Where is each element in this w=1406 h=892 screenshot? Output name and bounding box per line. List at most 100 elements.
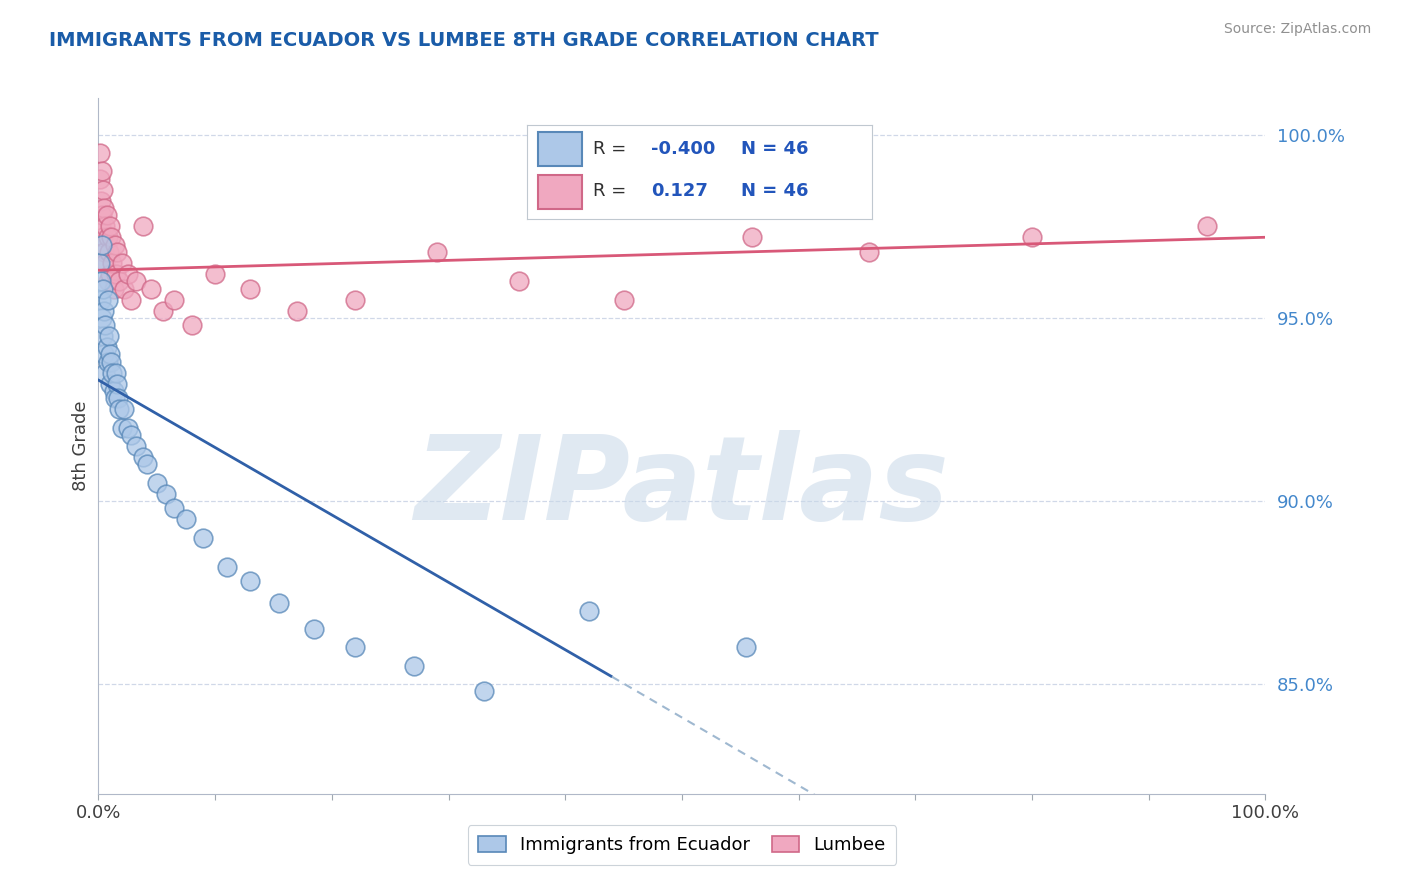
- Point: [136, 458, 159, 472]
- Point: [103, 384, 125, 398]
- Y-axis label: 8th Grade: 8th Grade: [72, 401, 90, 491]
- Text: IMMIGRANTS FROM ECUADOR VS LUMBEE 8TH GRADE CORRELATION CHART: IMMIGRANTS FROM ECUADOR VS LUMBEE 8TH GR…: [49, 31, 879, 50]
- Text: ZIPatlas: ZIPatlas: [415, 430, 949, 545]
- Point: [90, 310, 112, 325]
- Point: [89, 171, 111, 186]
- Point: [858, 244, 880, 259]
- Point: [180, 318, 202, 333]
- Point: [98, 219, 121, 234]
- Point: [104, 267, 127, 281]
- Point: [98, 376, 121, 391]
- Text: -0.400: -0.400: [651, 140, 716, 158]
- Legend: Immigrants from Ecuador, Lumbee: Immigrants from Ecuador, Lumbee: [468, 825, 896, 865]
- Text: N = 46: N = 46: [741, 182, 808, 200]
- Text: R =: R =: [593, 140, 626, 158]
- Point: [93, 347, 115, 361]
- Point: [125, 274, 148, 288]
- Point: [96, 340, 118, 354]
- Point: [100, 355, 122, 369]
- Point: [108, 274, 131, 288]
- Point: [139, 281, 162, 295]
- Point: [578, 604, 600, 618]
- Point: [155, 486, 177, 500]
- Point: [344, 640, 367, 655]
- Text: N = 46: N = 46: [741, 140, 808, 158]
- Point: [146, 475, 169, 490]
- Point: [735, 640, 758, 655]
- Point: [100, 230, 122, 244]
- Point: [508, 274, 530, 288]
- Point: [613, 293, 636, 307]
- Point: [105, 244, 128, 259]
- Point: [285, 303, 308, 318]
- Point: [90, 237, 112, 252]
- Point: [93, 303, 115, 318]
- Point: [112, 281, 135, 295]
- Point: [204, 267, 226, 281]
- Point: [94, 318, 117, 333]
- Bar: [537, 176, 582, 210]
- Point: [97, 230, 120, 244]
- Point: [402, 658, 425, 673]
- Text: R =: R =: [593, 182, 626, 200]
- Point: [174, 512, 197, 526]
- Point: [94, 366, 117, 380]
- Point: [97, 274, 120, 288]
- Point: [111, 420, 134, 434]
- Point: [107, 392, 129, 406]
- Point: [117, 420, 139, 434]
- Point: [1195, 219, 1218, 234]
- Point: [90, 164, 112, 178]
- Point: [163, 293, 186, 307]
- Point: [112, 402, 135, 417]
- Point: [91, 281, 114, 295]
- Point: [90, 293, 112, 307]
- Point: [90, 274, 112, 288]
- Point: [117, 267, 139, 281]
- Point: [93, 201, 115, 215]
- Point: [94, 219, 117, 234]
- Point: [97, 355, 120, 369]
- Point: [98, 347, 121, 361]
- Point: [108, 402, 131, 417]
- Point: [97, 293, 120, 307]
- Point: [111, 256, 134, 270]
- Point: [132, 219, 155, 234]
- Point: [104, 366, 127, 380]
- Point: [97, 244, 120, 259]
- Point: [89, 256, 111, 270]
- Point: [94, 256, 117, 270]
- Point: [741, 230, 763, 244]
- Point: [152, 303, 174, 318]
- Point: [101, 366, 124, 380]
- Point: [91, 183, 114, 197]
- Point: [239, 574, 262, 589]
- Point: [97, 329, 120, 343]
- Point: [132, 450, 155, 464]
- Point: [90, 219, 112, 234]
- Point: [344, 293, 367, 307]
- Bar: [537, 132, 582, 166]
- Point: [90, 194, 112, 208]
- Point: [269, 597, 291, 611]
- Point: [89, 146, 111, 161]
- Point: [426, 244, 449, 259]
- Text: Source: ZipAtlas.com: Source: ZipAtlas.com: [1223, 22, 1371, 37]
- Point: [91, 230, 114, 244]
- Point: [98, 267, 121, 281]
- Point: [101, 256, 124, 270]
- Point: [120, 428, 142, 442]
- Point: [90, 208, 112, 222]
- Point: [104, 237, 127, 252]
- Point: [93, 244, 115, 259]
- Point: [103, 281, 125, 295]
- Point: [472, 684, 495, 698]
- Point: [239, 281, 262, 295]
- Point: [104, 392, 127, 406]
- Point: [120, 293, 142, 307]
- Point: [215, 559, 238, 574]
- Point: [125, 439, 148, 453]
- Point: [304, 622, 326, 636]
- Point: [105, 376, 128, 391]
- Point: [163, 501, 186, 516]
